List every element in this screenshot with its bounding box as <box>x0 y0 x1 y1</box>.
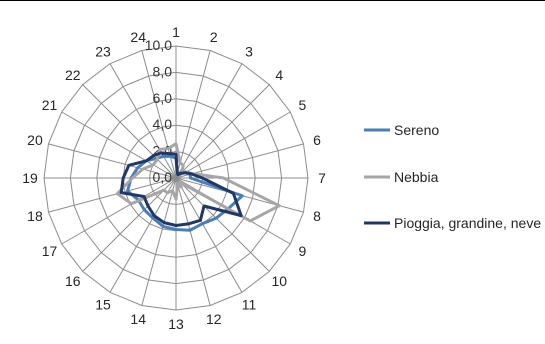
category-label: 18 <box>27 208 43 224</box>
category-label: 14 <box>130 311 146 327</box>
category-label: 11 <box>242 296 257 312</box>
grid-spoke <box>175 50 211 179</box>
category-label: 19 <box>22 170 38 186</box>
category-label: 10 <box>271 273 287 289</box>
category-label: 23 <box>95 44 111 60</box>
legend-label: Sereno <box>394 122 439 138</box>
grid-spoke <box>109 177 177 293</box>
category-label: 3 <box>245 44 253 60</box>
radial-tick-label: 10,0 <box>145 37 172 53</box>
category-label: 1 <box>172 24 180 40</box>
category-label: 2 <box>210 29 218 45</box>
category-label: 24 <box>130 29 146 45</box>
grid-spoke <box>175 143 304 179</box>
legend-label: Pioggia, grandine, neve <box>394 215 541 231</box>
grid-spoke <box>61 177 177 245</box>
grid-spoke <box>175 84 270 179</box>
radial-tick-label: 8,0 <box>153 63 173 79</box>
category-label: 4 <box>275 67 283 83</box>
category-label: 20 <box>27 132 43 148</box>
grid-spoke <box>175 177 270 272</box>
radial-tick-label: 0,0 <box>153 169 173 185</box>
category-label: 16 <box>65 273 81 289</box>
legend: Sereno Nebbia Pioggia, grandine, neve <box>364 122 541 231</box>
legend-label: Nebbia <box>394 169 439 185</box>
category-label: 6 <box>313 132 321 148</box>
grid-spoke <box>175 177 243 293</box>
grid-spoke <box>141 177 177 306</box>
category-label: 17 <box>42 243 58 259</box>
series-lines <box>115 142 281 232</box>
top-border-line <box>0 0 545 1</box>
grid-spoke <box>175 63 243 179</box>
category-label: 5 <box>299 97 307 113</box>
category-label: 15 <box>95 296 111 312</box>
grid-spoke <box>175 177 211 306</box>
category-label: 7 <box>318 170 326 186</box>
series-line-3 <box>119 151 243 228</box>
category-label: 8 <box>313 208 321 224</box>
grid-spoke <box>48 177 177 213</box>
category-label: 12 <box>206 311 222 327</box>
grid-spoke <box>82 84 177 179</box>
category-label: 13 <box>168 316 184 332</box>
category-label: 21 <box>42 97 58 113</box>
radar-grid <box>43 45 309 311</box>
category-label: 22 <box>65 67 81 83</box>
category-label: 9 <box>299 243 307 259</box>
radial-tick-label: 6,0 <box>153 90 173 106</box>
radial-tick-label: 4,0 <box>153 116 173 132</box>
grid-spoke <box>48 143 177 179</box>
grid-spoke <box>109 63 177 179</box>
grid-spoke <box>61 111 177 179</box>
grid-spoke <box>82 177 177 272</box>
grid-spoke <box>175 111 291 179</box>
